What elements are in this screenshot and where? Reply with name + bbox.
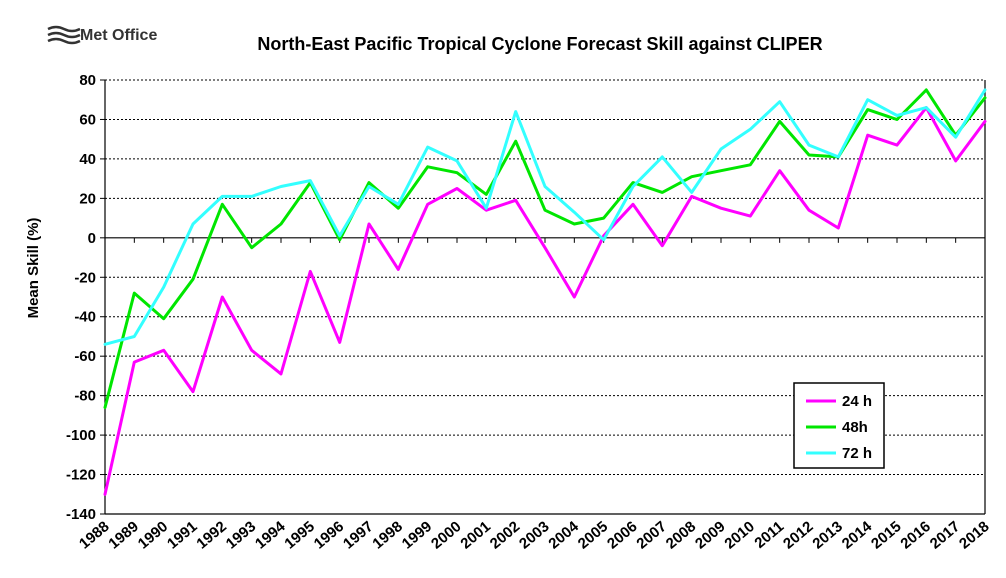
x-tick-label: 1991 <box>164 518 200 552</box>
y-tick-label: -140 <box>66 506 96 523</box>
x-tick-label: 2005 <box>575 518 611 552</box>
y-tick-label: 20 <box>79 190 96 207</box>
logo-text: Met Office <box>80 27 157 44</box>
x-tick-label: 1990 <box>135 518 171 552</box>
x-tick-label: 1994 <box>252 518 289 553</box>
y-tick-label: -40 <box>74 309 96 326</box>
x-tick-label: 2004 <box>545 518 582 553</box>
met-office-logo-icon <box>47 25 81 45</box>
y-tick-label: 80 <box>79 72 96 89</box>
legend-label: 48h <box>842 419 868 436</box>
x-tick-label: 1992 <box>193 518 229 552</box>
x-tick-label: 2015 <box>868 518 904 552</box>
x-tick-label: 2017 <box>927 518 963 552</box>
x-tick-label: 2002 <box>487 518 523 552</box>
x-tick-label: 2003 <box>516 518 552 552</box>
x-tick-label: 2007 <box>633 518 669 552</box>
x-tick-label: 2012 <box>780 518 816 552</box>
x-tick-label: 1993 <box>223 518 259 552</box>
x-tick-label: 2009 <box>692 518 728 552</box>
x-tick-label: 1998 <box>369 518 405 552</box>
x-tick-label: 2018 <box>956 518 992 552</box>
met-office-logo: Met Office <box>47 25 157 45</box>
x-tick-label: 2010 <box>721 518 757 552</box>
x-tick-label: 1999 <box>399 518 435 552</box>
y-tick-label: -20 <box>74 269 96 286</box>
x-tick-label: 2008 <box>663 518 699 552</box>
series-line-24h <box>103 106 987 496</box>
x-tick-label: 2000 <box>428 518 464 552</box>
chart-title: North-East Pacific Tropical Cyclone Fore… <box>257 34 822 54</box>
y-tick-label: -120 <box>66 467 96 484</box>
y-tick-labels: 80 60 40 20 0 -20 -40 -60 -80 -100 -120 -140 <box>66 72 96 523</box>
y-tick-label: 0 <box>88 230 96 247</box>
axes <box>100 79 986 515</box>
y-tick-label: -60 <box>74 348 96 365</box>
x-tick-label: 2013 <box>809 518 845 552</box>
x-tick-label: 1996 <box>311 518 347 552</box>
legend-label: 72 h <box>842 445 872 462</box>
series-line-72h <box>103 88 987 346</box>
y-tick-label: -80 <box>74 388 96 405</box>
x-tick-label: 2014 <box>839 518 876 553</box>
x-tick-label: 2011 <box>751 518 787 552</box>
x-tick-label: 1989 <box>105 518 141 552</box>
legend-label: 24 h <box>842 393 872 410</box>
x-tick-label: 1988 <box>76 518 112 552</box>
x-tick-label: 2001 <box>457 518 493 552</box>
y-tick-label: -100 <box>66 427 96 444</box>
y-axis-title: Mean Skill (%) <box>25 218 42 319</box>
series-lines <box>103 88 987 496</box>
x-tick-labels: 1988198919901991199219931994199519961997… <box>76 518 992 553</box>
x-tick-label: 2016 <box>897 518 933 552</box>
x-tick-label: 2006 <box>604 518 640 552</box>
x-tick-label: 1997 <box>340 518 376 552</box>
x-tick-label: 1995 <box>281 518 317 552</box>
y-tick-label: 40 <box>79 151 96 168</box>
legend: 24 h 48h 72 h <box>793 382 885 469</box>
y-tick-label: 60 <box>79 111 96 128</box>
